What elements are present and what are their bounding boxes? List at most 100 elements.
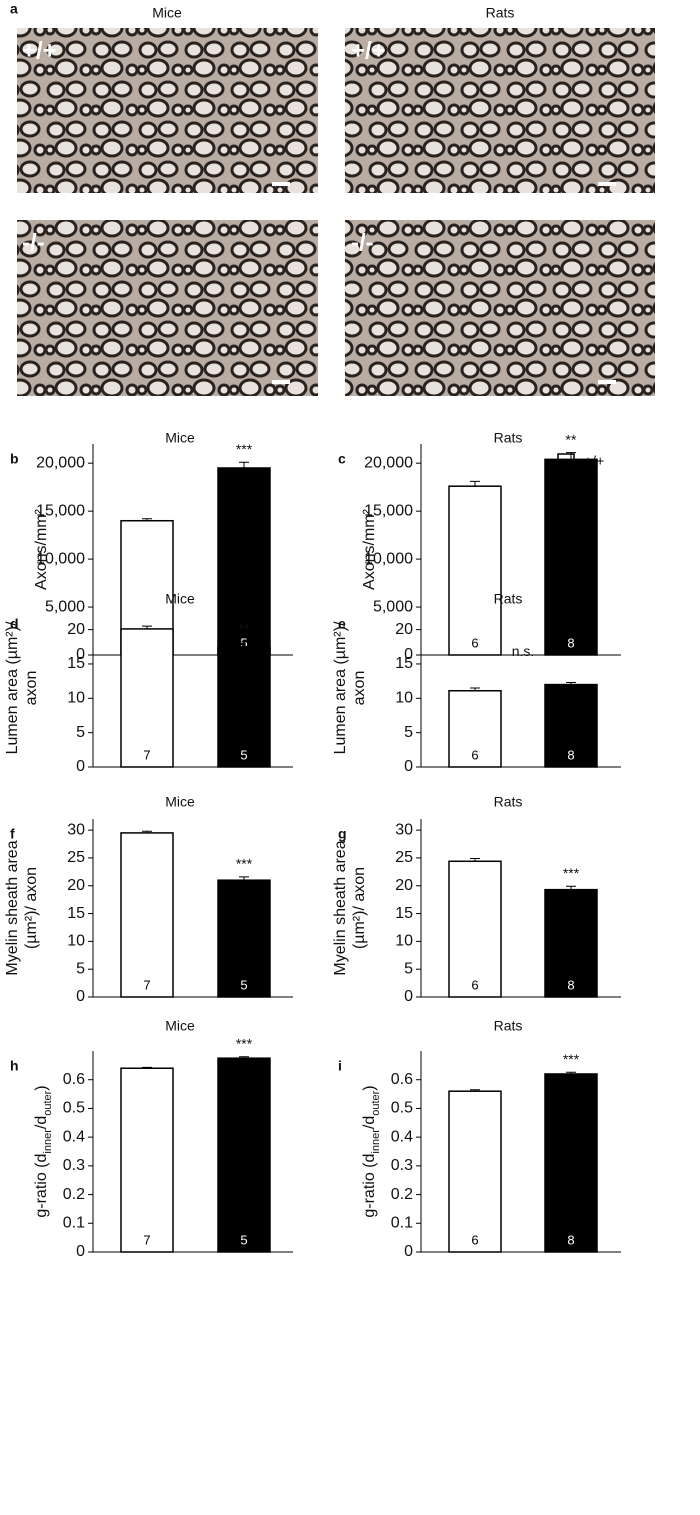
- chart-title: Mice: [165, 1018, 195, 1034]
- y-axis-label-part: Lumen area (µm²)/: [4, 621, 21, 754]
- scale-bar: [598, 380, 616, 384]
- error-bar: [142, 830, 152, 833]
- significance: n.s.: [512, 643, 535, 659]
- error-bar: [239, 461, 249, 468]
- panel-letter: b: [10, 451, 19, 467]
- y-tick-label: 0: [76, 1243, 85, 1260]
- n-label: 7: [143, 747, 150, 762]
- y-axis-label: Axons/mm²: [361, 508, 378, 590]
- n-label: 5: [240, 747, 247, 762]
- y-tick-label: 0.4: [391, 1128, 413, 1145]
- n-label: 8: [567, 977, 574, 992]
- chart-title: Mice: [165, 591, 195, 607]
- micrograph: [17, 220, 318, 396]
- y-tick-label: 15: [395, 655, 413, 672]
- bar: [544, 1073, 598, 1253]
- significance: ***: [236, 441, 253, 457]
- y-axis-label-part: inner: [370, 1129, 382, 1154]
- y-axis-label-part: g-ratio (d: [361, 1154, 378, 1218]
- y-tick-label: 20,000: [364, 454, 413, 471]
- y-axis-label-part: axon: [351, 671, 368, 706]
- y-tick-label: 0.5: [391, 1100, 413, 1117]
- y-tick-label: 5: [76, 960, 85, 977]
- bar: [448, 689, 502, 768]
- n-label: 8: [567, 747, 574, 762]
- y-axis-label-part: Myelin sheath area: [332, 840, 349, 975]
- error-bar: [470, 857, 480, 862]
- bar: [120, 1067, 174, 1253]
- significance: ***: [563, 1051, 580, 1067]
- y-tick-label: 0.4: [63, 1128, 85, 1145]
- y-axis-label: Myelin sheath area: [332, 840, 349, 975]
- y-tick-label: 15: [67, 905, 85, 922]
- bar: [448, 860, 502, 998]
- y-axis-label-part: (µm²)/ axon: [23, 867, 40, 949]
- chart-title: Rats: [494, 430, 523, 446]
- y-tick-label: 0.6: [63, 1071, 85, 1088]
- bar: [544, 888, 598, 998]
- y-tick-label: 10: [395, 690, 413, 707]
- y-tick-label: 5,000: [45, 598, 85, 615]
- error-bar: [470, 480, 480, 487]
- y-axis-label: axon: [351, 671, 368, 706]
- n-label: 7: [143, 977, 150, 992]
- bar: [120, 832, 174, 998]
- chart-title: Rats: [494, 1018, 523, 1034]
- n-label: 6: [471, 1232, 478, 1247]
- error-bar: [239, 1056, 249, 1059]
- y-axis-label-part: (µm²)/ axon: [351, 867, 368, 949]
- bar: [120, 628, 174, 768]
- y-tick-label: 5,000: [373, 598, 413, 615]
- genotype-label: -/-: [351, 229, 374, 256]
- y-axis-label: (µm²)/ axon: [351, 867, 368, 949]
- y-tick-label: 30: [395, 821, 413, 838]
- genotype-label: +/+: [22, 37, 57, 64]
- y-axis-label-part: outer: [42, 1090, 54, 1115]
- y-axis-label: Axons/mm²: [33, 508, 50, 590]
- y-tick-label: 0: [76, 646, 85, 663]
- y-tick-label: 5: [76, 724, 85, 741]
- y-tick-label: 10: [67, 690, 85, 707]
- y-axis-label: axon: [23, 671, 40, 706]
- n-label: 7: [143, 1232, 150, 1247]
- significance: **: [239, 621, 250, 637]
- chart-title: Mice: [165, 794, 195, 810]
- genotype-label: +/+: [351, 37, 386, 64]
- y-axis-label: Myelin sheath area: [4, 840, 21, 975]
- panel-letter: d: [10, 616, 19, 632]
- y-tick-label: 10: [67, 933, 85, 950]
- error-bar: [239, 641, 249, 647]
- error-bar: [470, 1089, 480, 1092]
- error-bar: [566, 1071, 576, 1074]
- y-axis-label-part: Lumen area (µm²)/: [332, 621, 349, 754]
- n-label: 8: [567, 635, 574, 650]
- y-tick-label: 0.3: [63, 1157, 85, 1174]
- error-bar: [566, 885, 576, 890]
- error-bar: [239, 876, 249, 881]
- micrograph: [345, 28, 655, 193]
- n-label: 6: [471, 635, 478, 650]
- y-tick-label: 0: [404, 988, 413, 1005]
- scale-bar: [272, 182, 290, 186]
- significance: ***: [563, 865, 580, 881]
- panel-letter: e: [338, 616, 346, 632]
- y-axis-label-part: outer: [370, 1090, 382, 1115]
- error-bar: [142, 1066, 152, 1069]
- y-tick-label: 15,000: [364, 502, 413, 519]
- error-bar: [566, 682, 576, 685]
- y-axis-label-part: Axons/mm²: [361, 508, 378, 590]
- y-axis-label: Lumen area (µm²)/: [4, 621, 21, 754]
- panel-letter: f: [10, 826, 15, 842]
- significance: ***: [236, 1035, 253, 1051]
- y-tick-label: 0.1: [63, 1215, 85, 1232]
- y-tick-label: 20: [67, 877, 85, 894]
- y-tick-label: 0: [404, 646, 413, 663]
- significance: ***: [236, 856, 253, 872]
- n-label: 8: [567, 1232, 574, 1247]
- bar: [544, 458, 598, 656]
- y-tick-label: 5: [404, 724, 413, 741]
- scale-bar: [598, 182, 616, 186]
- y-axis-label-part: g-ratio (d: [33, 1154, 50, 1218]
- y-axis-label-part: ): [361, 1085, 378, 1090]
- y-axis-label: g-ratio (dinner/douter): [361, 1085, 382, 1217]
